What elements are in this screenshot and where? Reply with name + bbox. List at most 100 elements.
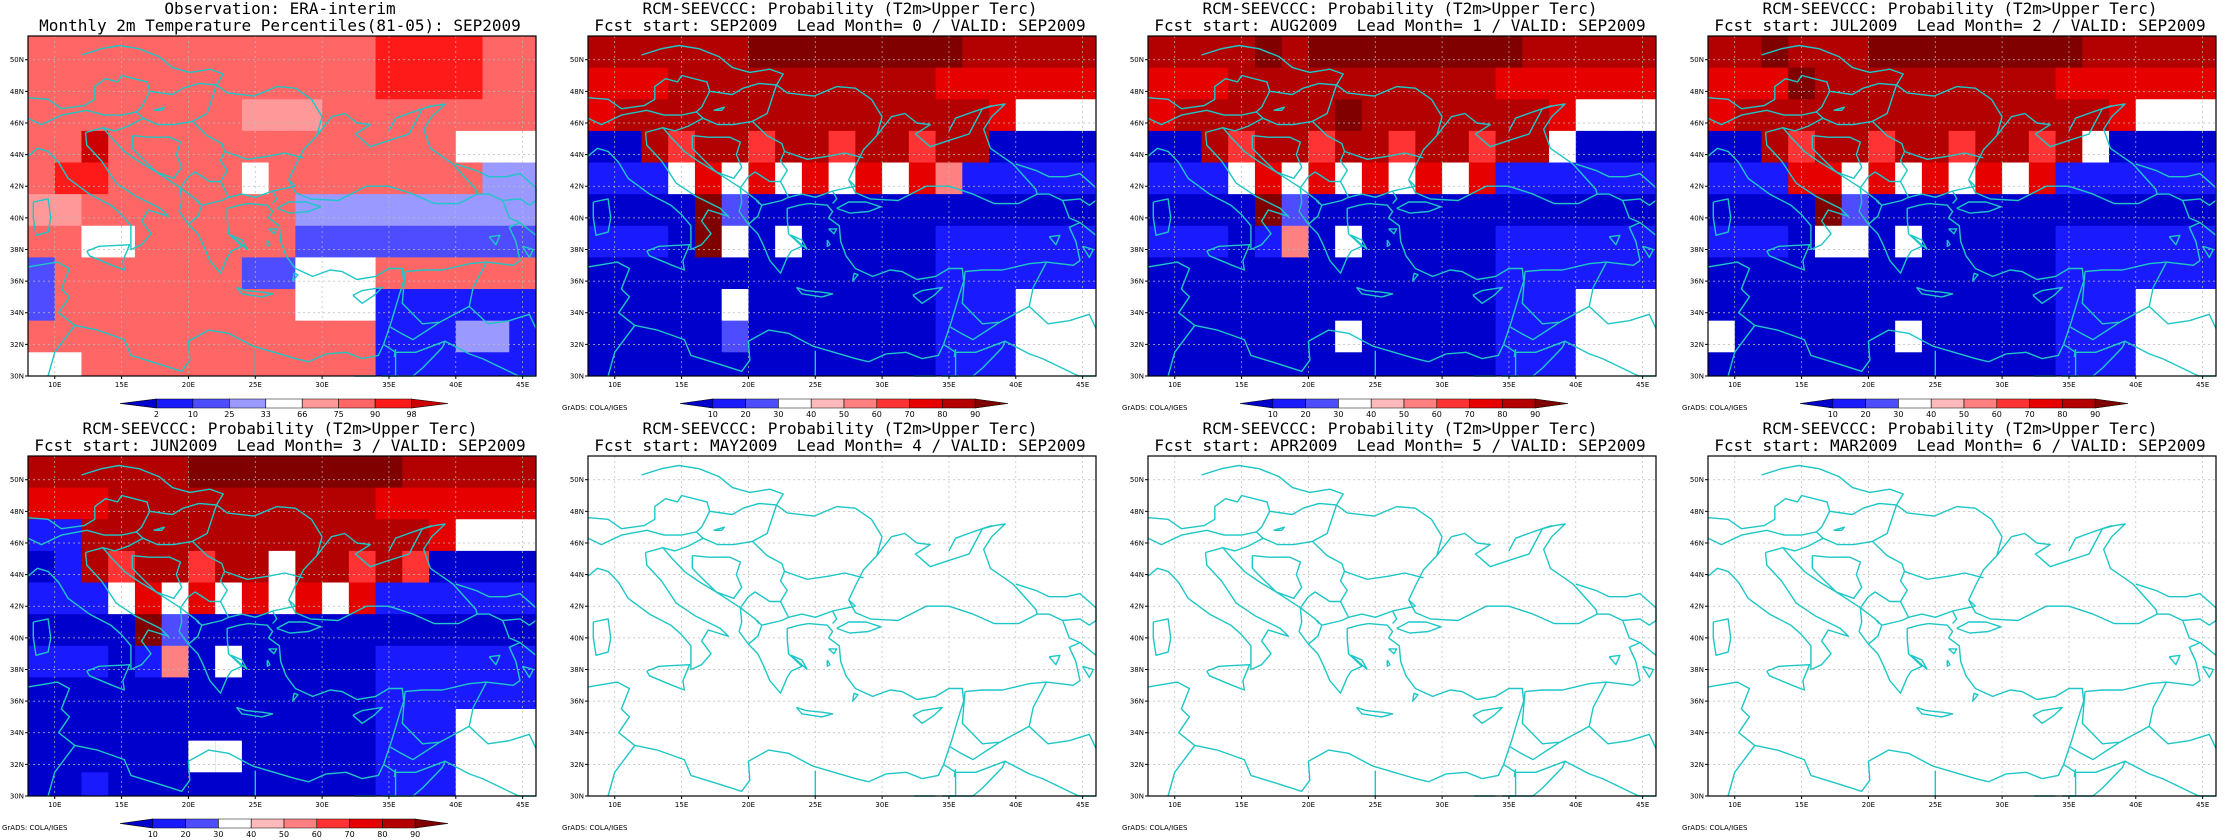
data-cell	[455, 487, 484, 520]
data-cell	[1281, 99, 1309, 132]
grads-credit: GrADS: COLA/IGES	[1682, 824, 1748, 832]
data-cell	[855, 99, 883, 132]
data-cell	[989, 162, 1017, 195]
data-cell	[54, 519, 82, 552]
data-cell	[1868, 352, 1896, 377]
coastline	[1152, 198, 1172, 237]
colorbar-swatch	[301, 398, 339, 409]
panel-title-line1: Observation: ERA-interim	[164, 0, 396, 18]
data-cell	[455, 225, 484, 258]
data-cell	[1602, 130, 1630, 164]
data-cell	[134, 320, 163, 353]
data-cell	[455, 320, 484, 353]
data-cell	[882, 162, 910, 195]
data-cell	[1868, 99, 1896, 132]
colorbar-label: 10	[1828, 410, 1838, 419]
coastline	[691, 555, 717, 593]
data-cell	[1308, 289, 1336, 322]
data-cell	[1921, 194, 1950, 227]
data-cell	[1522, 162, 1550, 195]
coastline	[235, 706, 274, 718]
data-cell	[2002, 225, 2030, 258]
data-cell	[1549, 36, 1577, 69]
coastline	[32, 198, 52, 237]
data-cell	[322, 487, 350, 520]
colorbar-swatch	[909, 398, 943, 409]
coastline	[776, 504, 883, 556]
coastline	[271, 610, 278, 625]
coastline	[2135, 583, 2217, 626]
data-cell	[1468, 194, 1497, 227]
coastline	[1833, 106, 1846, 112]
colorbar-swatch	[1930, 398, 1965, 409]
lon-label: 35E	[2062, 381, 2075, 389]
data-cell	[81, 225, 109, 258]
map-canvas: 10E 15E 20E 25E 30E 35E 40E 45E 50N 48N 46N 44N 42N 4…	[1130, 455, 1657, 809]
data-cell	[1335, 320, 1362, 353]
data-cell	[1042, 67, 1070, 100]
data-cell	[482, 582, 510, 615]
data-cell	[2109, 67, 2137, 100]
data-cell	[402, 582, 430, 615]
data-cell	[482, 772, 510, 797]
data-cell	[588, 36, 616, 69]
lon-label: 30E	[1995, 381, 2008, 389]
data-cell	[455, 194, 484, 227]
coastline	[1782, 117, 1824, 132]
coastline	[1575, 163, 1657, 206]
data-cell	[1948, 289, 1976, 322]
data-cell	[1174, 194, 1202, 227]
data-cell	[1308, 36, 1336, 69]
data-cell	[215, 130, 243, 164]
lat-label: 46N	[1130, 119, 1144, 127]
data-cell	[348, 487, 377, 520]
colorbar-swatch	[810, 398, 845, 409]
coastline	[85, 126, 405, 363]
lat-label: 46N	[1690, 119, 1704, 127]
coastline	[47, 324, 76, 377]
coastline	[784, 150, 864, 161]
coastline	[1206, 663, 1251, 691]
data-cell	[295, 36, 323, 69]
coastline	[1910, 234, 1928, 251]
colorbar-swatch	[250, 818, 285, 829]
coastline	[2068, 104, 2112, 132]
data-cell	[1015, 67, 1044, 100]
data-cell	[1895, 99, 1923, 132]
lat-label: 36N	[10, 698, 24, 706]
data-cell	[2109, 257, 2137, 290]
data-cell	[641, 257, 669, 290]
data-cell	[588, 320, 616, 353]
data-cell	[935, 289, 963, 322]
coastline	[519, 222, 537, 236]
coastline	[751, 120, 856, 199]
coastline	[1350, 654, 1368, 671]
coastline	[388, 524, 432, 552]
data-cell	[455, 740, 484, 773]
data-cell	[1308, 99, 1336, 132]
coastline	[1408, 103, 1598, 205]
coastline	[1082, 245, 1094, 259]
data-cell	[721, 99, 749, 132]
data-cell	[908, 99, 937, 132]
data-cell	[482, 487, 510, 520]
lat-label: 30N	[1130, 793, 1144, 801]
data-cell	[1602, 99, 1630, 132]
coastline	[1859, 591, 1901, 609]
lon-label: 35E	[942, 381, 955, 389]
data-cell	[989, 36, 1017, 69]
data-cell	[1388, 352, 1416, 377]
coastline	[1765, 126, 2085, 363]
colorbar-label: 30	[213, 830, 223, 839]
data-cell	[2162, 320, 2190, 353]
data-cell	[1522, 289, 1550, 322]
data-cell	[1228, 194, 1256, 227]
colorbar-swatch	[2029, 398, 2063, 409]
colorbar-swatch	[152, 818, 186, 829]
coastline	[2068, 524, 2112, 552]
data-cell	[482, 36, 510, 69]
coastline	[1871, 540, 1976, 619]
lat-label: 44N	[1690, 571, 1704, 579]
data-cell	[2162, 99, 2190, 132]
coastline	[1727, 744, 1756, 797]
